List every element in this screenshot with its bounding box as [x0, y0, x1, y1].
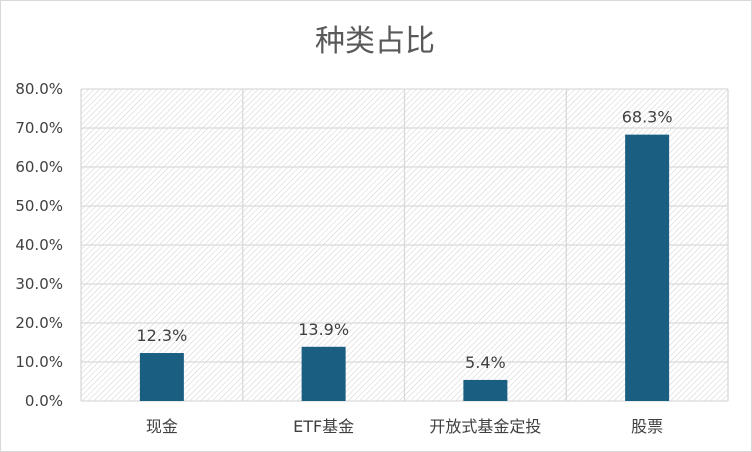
data-labels: 12.3% 13.9% 5.4% 68.3% — [136, 108, 672, 372]
x-category-label: 股票 — [631, 417, 663, 436]
bar — [463, 379, 508, 401]
bar-value-label: 12.3% — [136, 326, 187, 345]
y-axis-tick-labels: 0.0% 10.0% 20.0% 30.0% 40.0% 50.0% 60.0% 70.0% 8… — [15, 80, 63, 410]
bar — [301, 346, 346, 401]
y-tick-label: 80.0% — [15, 80, 63, 98]
y-tick-label: 40.0% — [15, 236, 63, 254]
x-category-label: 现金 — [146, 417, 178, 436]
y-tick-label: 30.0% — [15, 275, 63, 293]
grid-lines — [80, 88, 729, 402]
bar — [139, 353, 184, 401]
y-tick-label: 50.0% — [15, 197, 63, 215]
y-tick-label: 10.0% — [15, 353, 63, 371]
x-category-label: ETF基金 — [293, 417, 354, 436]
x-axis-category-labels: 现金 ETF基金 开放式基金定投 股票 — [146, 417, 663, 436]
y-tick-label: 0.0% — [25, 392, 63, 410]
bars — [139, 134, 670, 401]
bar-value-label: 13.9% — [298, 320, 349, 339]
chart-title: 种类占比 — [315, 24, 435, 59]
bar — [625, 134, 670, 401]
y-tick-label: 70.0% — [15, 119, 63, 137]
y-tick-label: 60.0% — [15, 158, 63, 176]
bar-value-label: 68.3% — [622, 108, 673, 127]
x-category-label: 开放式基金定投 — [429, 417, 541, 436]
y-tick-label: 20.0% — [15, 314, 63, 332]
bar-value-label: 5.4% — [465, 353, 506, 372]
